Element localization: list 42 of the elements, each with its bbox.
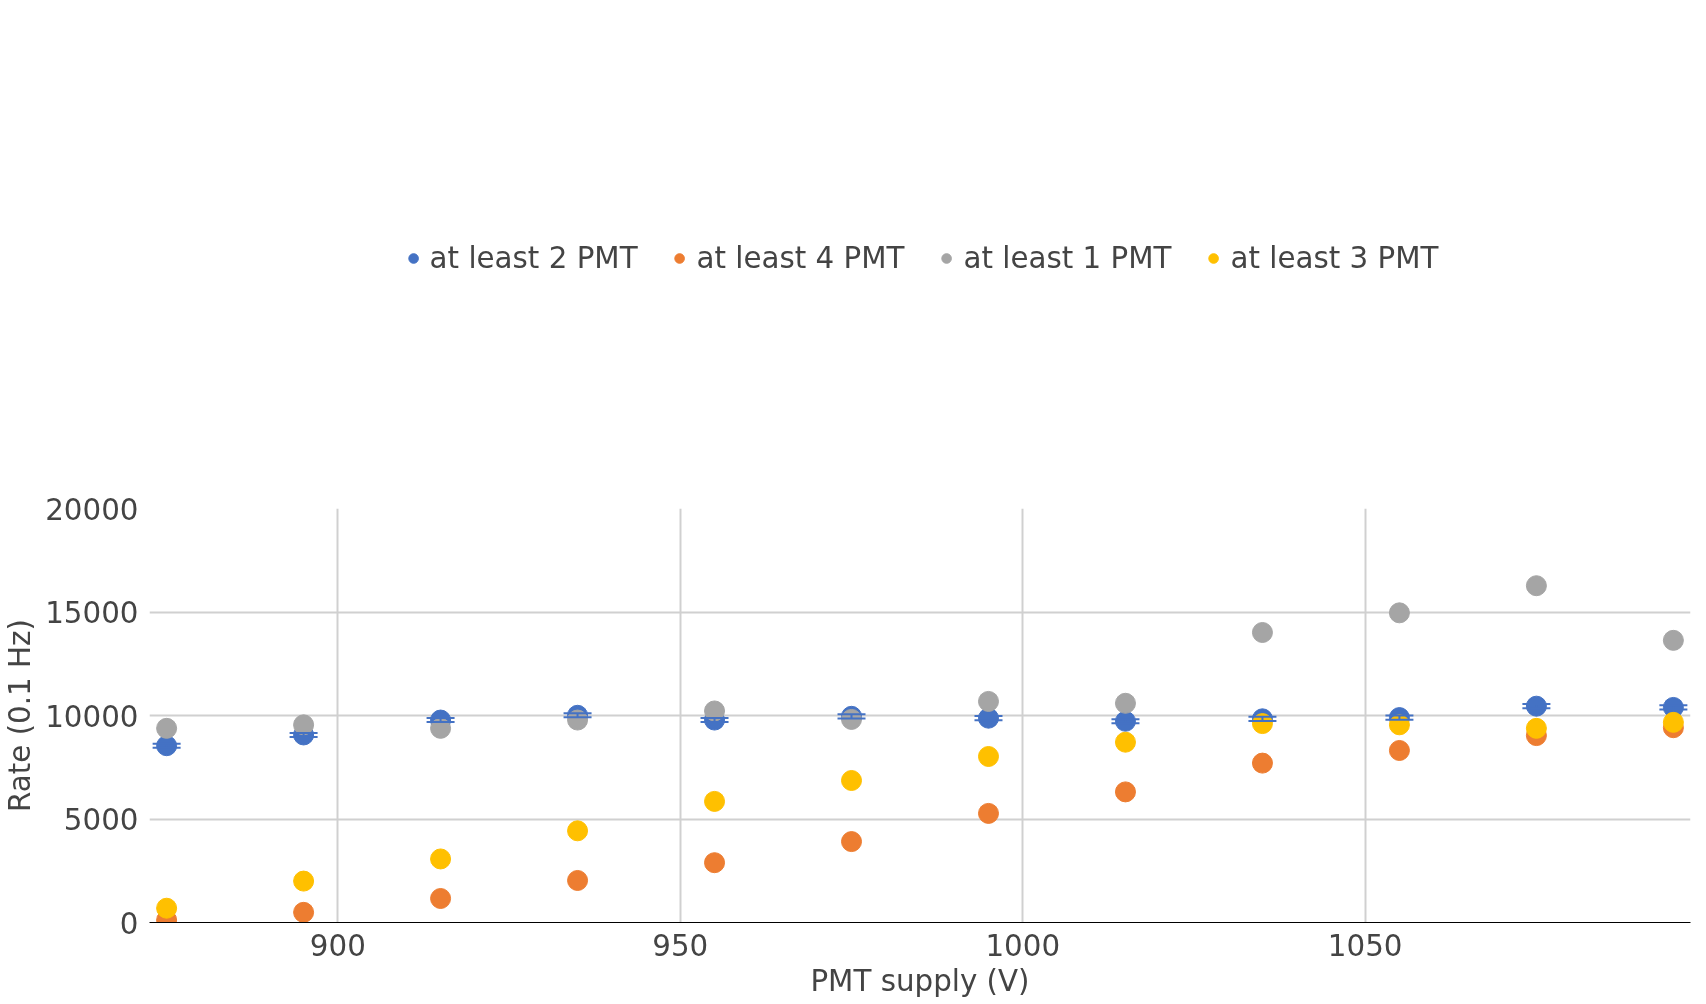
point xyxy=(567,870,589,891)
point xyxy=(1388,740,1410,761)
point xyxy=(156,897,178,919)
point xyxy=(430,888,452,909)
y-tick-label: 5000 xyxy=(63,803,139,837)
point xyxy=(1388,602,1410,624)
y-axis-title: Rate (0.1 Hz) xyxy=(3,619,38,812)
point xyxy=(430,848,452,870)
point xyxy=(1251,622,1273,643)
point xyxy=(1114,692,1136,714)
x-tick-label: 950 xyxy=(652,928,709,963)
point xyxy=(1251,752,1273,774)
y-tick-label: 10000 xyxy=(45,699,139,734)
point xyxy=(977,690,999,712)
y-tick-label: 20000 xyxy=(45,492,139,527)
y-tick-label: 15000 xyxy=(45,596,139,630)
y-tick-label: 0 xyxy=(119,906,139,941)
point xyxy=(156,717,178,739)
legend-label: at least 4 PMT xyxy=(696,241,905,275)
point xyxy=(977,802,999,824)
point xyxy=(841,831,863,853)
point xyxy=(841,770,863,791)
point xyxy=(1662,711,1684,733)
point xyxy=(293,901,315,923)
point xyxy=(293,714,315,736)
x-tick-label: 900 xyxy=(309,928,366,963)
point xyxy=(1662,629,1684,651)
point xyxy=(704,852,726,874)
point xyxy=(293,870,315,892)
point xyxy=(977,746,999,767)
point xyxy=(567,820,589,842)
legend-label: at least 1 PMT xyxy=(963,241,1172,275)
point xyxy=(1525,575,1547,597)
point xyxy=(704,790,726,812)
x-axis-title: PMT supply (V) xyxy=(810,963,1030,998)
legend-label: at least 2 PMT xyxy=(429,241,638,275)
point xyxy=(1525,717,1547,739)
point xyxy=(1114,781,1136,803)
x-tick-label: 1050 xyxy=(1327,928,1403,963)
legend-label: at least 3 PMT xyxy=(1230,241,1439,275)
x-tick-label: 1000 xyxy=(985,928,1061,963)
point xyxy=(1114,731,1136,753)
